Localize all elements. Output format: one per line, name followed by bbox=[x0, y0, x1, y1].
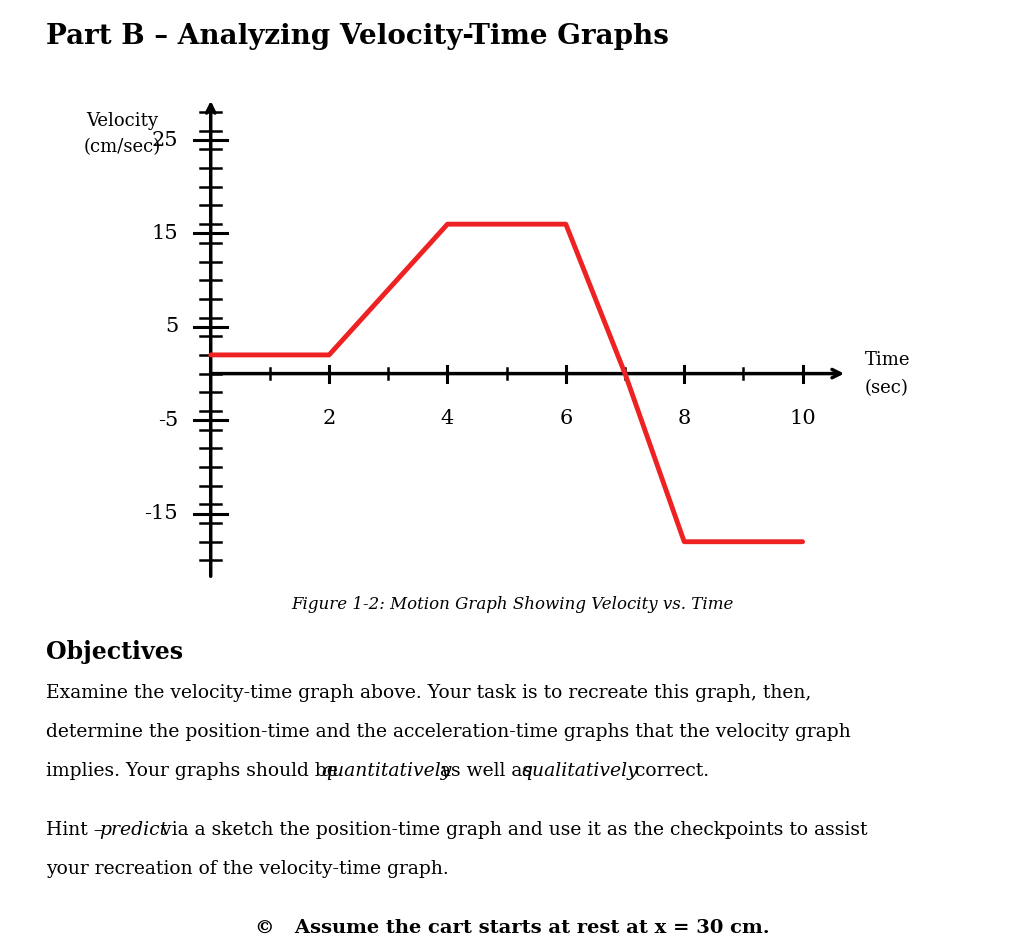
Text: (cm/sec): (cm/sec) bbox=[83, 138, 161, 157]
Text: qualitatively: qualitatively bbox=[520, 762, 638, 780]
Text: 25: 25 bbox=[152, 131, 178, 149]
Text: predict: predict bbox=[99, 821, 168, 839]
Text: Hint –: Hint – bbox=[46, 821, 110, 839]
Text: Examine the velocity-time graph above. Your task is to recreate this graph, then: Examine the velocity-time graph above. Y… bbox=[46, 684, 811, 701]
Text: determine the position-time and the acceleration-time graphs that the velocity g: determine the position-time and the acce… bbox=[46, 723, 851, 741]
Text: 2: 2 bbox=[323, 409, 336, 428]
Text: (sec): (sec) bbox=[864, 378, 908, 397]
Text: as well as: as well as bbox=[434, 762, 539, 780]
Text: 5: 5 bbox=[165, 318, 178, 336]
Text: via a sketch the position-time graph and use it as the checkpoints to assist: via a sketch the position-time graph and… bbox=[155, 821, 867, 839]
Text: implies. Your graphs should be: implies. Your graphs should be bbox=[46, 762, 344, 780]
Text: 10: 10 bbox=[790, 409, 816, 428]
Text: Time: Time bbox=[864, 350, 910, 369]
Text: Figure 1-2: Motion Graph Showing Velocity vs. Time: Figure 1-2: Motion Graph Showing Velocit… bbox=[291, 596, 733, 613]
Text: Part B – Analyzing Velocity-Time Graphs: Part B – Analyzing Velocity-Time Graphs bbox=[46, 23, 669, 50]
Text: 15: 15 bbox=[152, 224, 178, 243]
Text: 4: 4 bbox=[441, 409, 454, 428]
Text: correct.: correct. bbox=[629, 762, 709, 780]
Text: ©   Assume the cart starts at rest at x = 30 cm.: © Assume the cart starts at rest at x = … bbox=[255, 919, 769, 934]
Text: 8: 8 bbox=[678, 409, 691, 428]
Text: quantitatively: quantitatively bbox=[321, 762, 452, 780]
Text: -15: -15 bbox=[144, 504, 178, 523]
Text: -5: -5 bbox=[158, 411, 178, 430]
Text: 6: 6 bbox=[559, 409, 572, 428]
Text: your recreation of the velocity-time graph.: your recreation of the velocity-time gra… bbox=[46, 860, 449, 878]
Text: Velocity: Velocity bbox=[86, 112, 158, 131]
Text: Objectives: Objectives bbox=[46, 640, 183, 664]
